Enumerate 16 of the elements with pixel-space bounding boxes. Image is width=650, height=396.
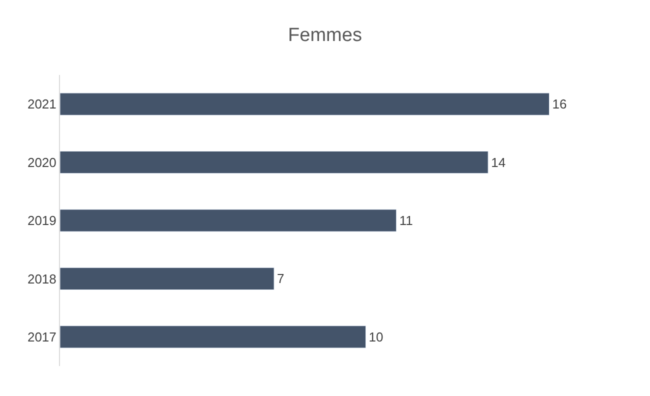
- y-tick-label: 2017: [27, 329, 56, 344]
- chart-title: Femmes: [288, 25, 362, 46]
- bar: [60, 267, 274, 290]
- data-label: 11: [399, 213, 413, 228]
- data-label: 10: [368, 329, 384, 344]
- data-label: 7: [277, 271, 284, 286]
- bar: [60, 150, 488, 174]
- y-tick-label: 2021: [27, 96, 56, 112]
- y-tick-label: 2018: [27, 271, 56, 286]
- data-label: 14: [491, 154, 506, 170]
- data-label: 16: [552, 96, 567, 112]
- bar: [60, 209, 397, 232]
- bar: [60, 326, 366, 348]
- y-tick-label: 2019: [27, 213, 56, 228]
- y-tick-label: 2020: [27, 154, 56, 170]
- bar: [60, 92, 550, 116]
